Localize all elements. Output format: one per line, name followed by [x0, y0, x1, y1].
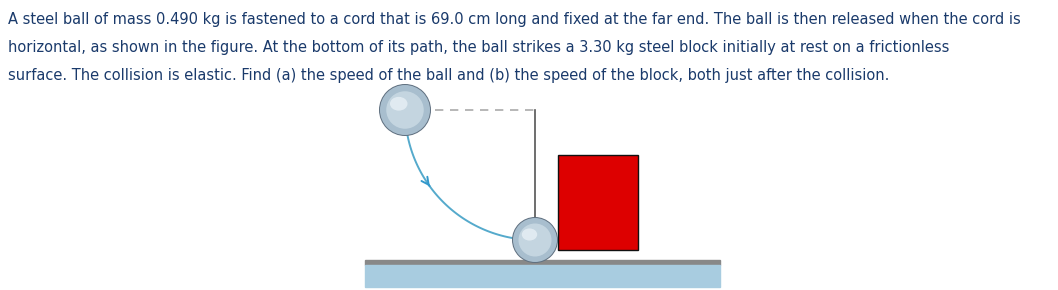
- Ellipse shape: [380, 85, 430, 135]
- Bar: [558, 155, 638, 250]
- Ellipse shape: [379, 84, 431, 136]
- Ellipse shape: [518, 224, 551, 256]
- Text: surface. The collision is elastic. Find (a) the speed of the ball and (b) the sp: surface. The collision is elastic. Find …: [8, 68, 890, 83]
- Text: A steel ball of mass 0.490 kg is fastened to a cord that is 69.0 cm long and fix: A steel ball of mass 0.490 kg is fastene…: [8, 12, 1021, 27]
- Ellipse shape: [390, 97, 407, 110]
- Bar: [365, 265, 720, 287]
- Text: horizontal, as shown in the figure. At the bottom of its path, the ball strikes : horizontal, as shown in the figure. At t…: [8, 40, 949, 55]
- Bar: [365, 260, 720, 265]
- Ellipse shape: [512, 217, 558, 263]
- Ellipse shape: [513, 218, 557, 262]
- Ellipse shape: [522, 229, 537, 240]
- Ellipse shape: [386, 91, 424, 129]
